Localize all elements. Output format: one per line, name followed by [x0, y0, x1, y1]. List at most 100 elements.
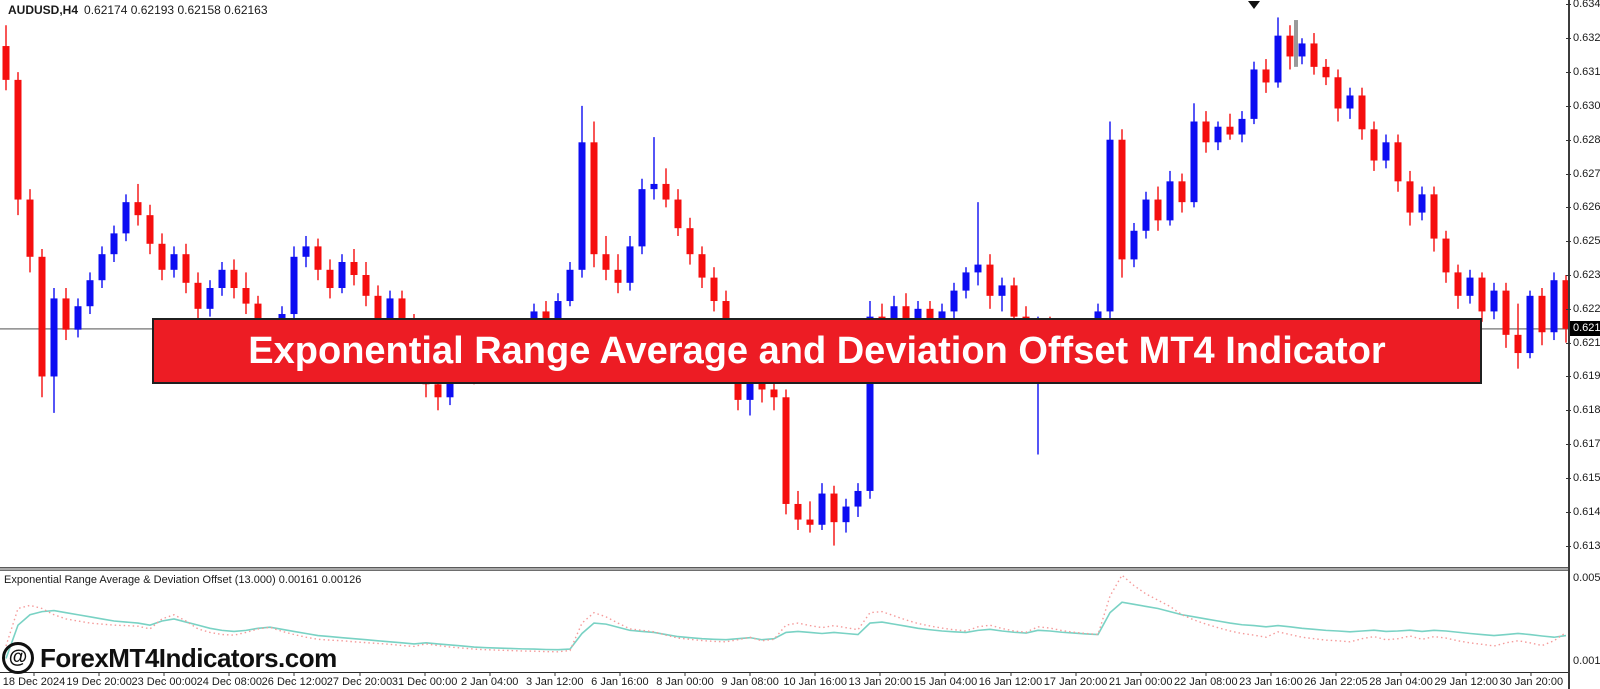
candle-body: [1430, 194, 1438, 239]
candle-body: [386, 298, 394, 322]
time-tick: [944, 672, 946, 676]
candle-body: [1178, 181, 1186, 203]
candle-body: [290, 256, 298, 315]
candle-body: [710, 277, 718, 302]
price-tick: [1566, 275, 1571, 276]
candle-body: [170, 254, 178, 270]
time-axis-label: 16 Jan 12:00: [978, 676, 1043, 688]
time-axis-label: 15 Jan 04:00: [913, 676, 978, 688]
candle-body: [86, 280, 94, 307]
candle-body: [1442, 238, 1450, 273]
time-tick: [1400, 672, 1402, 676]
candle-body: [434, 384, 442, 398]
candle-body: [146, 215, 154, 244]
price-tick: [1566, 545, 1571, 547]
candle-body: [866, 316, 874, 491]
candle-body: [74, 306, 82, 330]
price-axis-label: 0.63410: [1573, 0, 1600, 11]
candle-body: [38, 256, 46, 377]
candle-body: [206, 288, 214, 309]
pane-separator[interactable]: [0, 567, 1568, 571]
time-axis-label: 6 Jan 16:00: [591, 676, 649, 688]
candle-body: [362, 275, 370, 296]
candle-body: [1262, 69, 1270, 83]
time-tick: [1270, 672, 1272, 676]
banner-title: Exponential Range Average and Deviation …: [248, 329, 1386, 372]
title-banner: Exponential Range Average and Deviation …: [152, 318, 1482, 384]
time-tick: [1205, 672, 1207, 676]
candle-body: [914, 308, 922, 328]
price-axis-label: 0.61720: [1573, 438, 1600, 451]
price-axis-border: [1568, 0, 1570, 689]
time-axis-label: 26 Jan 22:05: [1304, 676, 1368, 688]
candle-body: [566, 269, 574, 302]
candle-body: [902, 306, 910, 328]
candle-body: [182, 254, 190, 283]
price-tick: [1566, 342, 1571, 344]
indicator-name-label: Exponential Range Average & Deviation Of…: [4, 574, 362, 586]
candle-body: [1490, 290, 1498, 312]
candle-body: [1538, 295, 1546, 333]
price-tick: [1566, 4, 1571, 6]
price-axis-label: 0.61460: [1573, 505, 1600, 518]
time-axis-label: 21 Jan 00:00: [1108, 676, 1173, 688]
time-tick: [879, 672, 881, 676]
candle-body: [194, 282, 202, 309]
candle-body: [674, 199, 682, 229]
candlestick-chart[interactable]: [0, 0, 1568, 567]
price-axis-label: 0.61330: [1573, 539, 1600, 552]
candle-body: [614, 269, 622, 283]
candle-body: [350, 261, 358, 276]
time-tick: [1465, 672, 1467, 676]
price-tick: [1566, 308, 1571, 310]
time-axis-label: 26 Dec 12:00: [261, 676, 328, 688]
candle-body: [1382, 142, 1390, 161]
price-tick: [1566, 139, 1571, 141]
time-axis-label: 17 Jan 20:00: [1043, 676, 1108, 688]
time-axis-label: 19 Dec 20:00: [66, 676, 132, 688]
indicator-deviation-line: [5, 574, 1567, 653]
candle-body: [110, 233, 118, 255]
candle-body: [638, 189, 646, 247]
price-tick: [1566, 38, 1571, 40]
candle-body: [1154, 199, 1162, 221]
time-axis-label: 31 Dec 00:00: [391, 676, 458, 688]
watermark-text: ForexMT4Indicators.com: [40, 642, 337, 673]
time-axis-label: 24 Dec 08:00: [196, 676, 263, 688]
candle-body: [1142, 199, 1150, 231]
candle-body: [1406, 181, 1414, 213]
candle-body: [302, 246, 310, 257]
candle-body: [1550, 280, 1558, 333]
time-axis-label: 9 Jan 08:00: [721, 676, 779, 688]
current-price-box: 0.62163: [1570, 321, 1600, 337]
symbol-ohlc-header: AUDUSD,H4 0.62174 0.62193 0.62158 0.62163: [8, 3, 268, 17]
candle-body: [686, 228, 694, 255]
price-tick: [1566, 241, 1571, 243]
time-axis-label: 8 Jan 00:00: [656, 676, 714, 688]
candle-body: [1322, 66, 1330, 78]
time-tick: [424, 672, 426, 676]
time-tick: [293, 672, 295, 676]
candle-body: [314, 246, 322, 270]
indicator-pane-chart[interactable]: [0, 572, 1568, 672]
candle-body: [1454, 272, 1462, 296]
candle-body: [830, 493, 838, 523]
time-tick: [228, 672, 230, 676]
candle-body: [218, 269, 226, 289]
time-axis-label: 28 Jan 04:00: [1369, 676, 1433, 688]
time-axis-label: 30 Jan 20:00: [1499, 676, 1564, 688]
time-tick: [1335, 672, 1337, 676]
candle-body: [122, 202, 130, 234]
candle-body: [1190, 121, 1198, 203]
time-tick: [749, 672, 751, 676]
time-axis-label: 18 Dec 2024: [2, 676, 66, 688]
candle-body: [590, 142, 598, 255]
price-tick: [1566, 72, 1571, 74]
time-axis-label: 27 Dec 20:00: [326, 676, 393, 688]
candle-body: [1334, 77, 1342, 109]
at-circle-icon: @: [2, 642, 34, 674]
price-axis-label: 0.63280: [1573, 32, 1600, 45]
candle-body: [338, 261, 346, 289]
candle-body: [62, 298, 70, 330]
